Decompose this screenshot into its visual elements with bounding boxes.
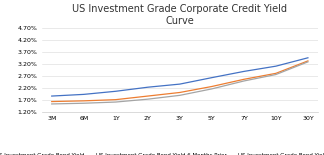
US Investment Grade Bond Yield 12 Months Price bbox=[306, 61, 310, 63]
US Investment Grade Bond Yield bbox=[306, 57, 310, 59]
Line: US Investment Grade Bond Yield: US Investment Grade Bond Yield bbox=[52, 58, 308, 96]
US Investment Grade Bond Yield bbox=[178, 83, 182, 85]
US Investment Grade Bond Yield 12 Months Price bbox=[82, 102, 86, 104]
US Investment Grade Bond Yield bbox=[50, 95, 54, 97]
US Investment Grade Bond Yield 12 Months Price bbox=[210, 88, 214, 90]
Legend: US Investment Grade Bond Yield, US Investment Grade Bond Yield 6 Months Prior, U: US Investment Grade Bond Yield, US Inves… bbox=[0, 151, 324, 155]
US Investment Grade Bond Yield 6 Months Prior bbox=[146, 95, 150, 97]
US Investment Grade Bond Yield bbox=[114, 90, 118, 92]
US Investment Grade Bond Yield 6 Months Prior bbox=[82, 100, 86, 102]
US Investment Grade Bond Yield 6 Months Prior bbox=[178, 92, 182, 93]
US Investment Grade Bond Yield bbox=[242, 71, 246, 72]
US Investment Grade Bond Yield 6 Months Prior bbox=[210, 86, 214, 87]
US Investment Grade Bond Yield 12 Months Price bbox=[146, 98, 150, 100]
US Investment Grade Bond Yield 6 Months Prior bbox=[242, 78, 246, 80]
Line: US Investment Grade Bond Yield 6 Months Prior: US Investment Grade Bond Yield 6 Months … bbox=[52, 61, 308, 102]
US Investment Grade Bond Yield 12 Months Price bbox=[50, 103, 54, 105]
US Investment Grade Bond Yield 12 Months Price bbox=[114, 101, 118, 103]
US Investment Grade Bond Yield 12 Months Price bbox=[242, 80, 246, 82]
Line: US Investment Grade Bond Yield 12 Months Price: US Investment Grade Bond Yield 12 Months… bbox=[52, 62, 308, 104]
US Investment Grade Bond Yield bbox=[210, 77, 214, 79]
US Investment Grade Bond Yield 6 Months Prior bbox=[274, 72, 278, 74]
US Investment Grade Bond Yield 6 Months Prior bbox=[306, 60, 310, 62]
US Investment Grade Bond Yield bbox=[146, 86, 150, 88]
US Investment Grade Bond Yield 6 Months Prior bbox=[114, 99, 118, 101]
US Investment Grade Bond Yield bbox=[274, 65, 278, 67]
US Investment Grade Bond Yield 12 Months Price bbox=[178, 94, 182, 96]
US Investment Grade Bond Yield 6 Months Prior bbox=[50, 101, 54, 102]
Title: US Investment Grade Corporate Credit Yield
Curve: US Investment Grade Corporate Credit Yie… bbox=[72, 4, 287, 26]
US Investment Grade Bond Yield bbox=[82, 93, 86, 95]
US Investment Grade Bond Yield 12 Months Price bbox=[274, 74, 278, 75]
